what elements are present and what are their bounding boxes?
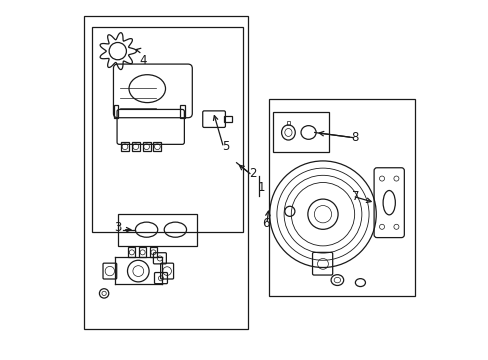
Bar	[286, 121, 289, 125]
Text: 5: 5	[222, 140, 229, 153]
Bar	[139, 247, 146, 257]
Bar	[114, 105, 118, 118]
Bar	[84, 16, 247, 329]
Bar	[153, 142, 161, 151]
Bar	[268, 99, 415, 296]
Bar	[91, 27, 242, 232]
Text: 4: 4	[139, 54, 146, 67]
Bar	[132, 142, 140, 151]
Bar	[118, 214, 197, 246]
Bar	[224, 116, 231, 122]
Bar	[121, 142, 129, 151]
Text: 7: 7	[351, 190, 358, 203]
Bar	[272, 112, 328, 152]
Text: 8: 8	[351, 131, 358, 144]
Text: 6: 6	[261, 217, 268, 230]
Bar	[128, 247, 135, 257]
Bar	[142, 142, 150, 151]
Text: 2: 2	[248, 167, 256, 180]
Text: 3: 3	[114, 221, 121, 234]
Text: 1: 1	[258, 181, 265, 194]
Bar	[149, 247, 157, 257]
Bar	[180, 105, 184, 118]
